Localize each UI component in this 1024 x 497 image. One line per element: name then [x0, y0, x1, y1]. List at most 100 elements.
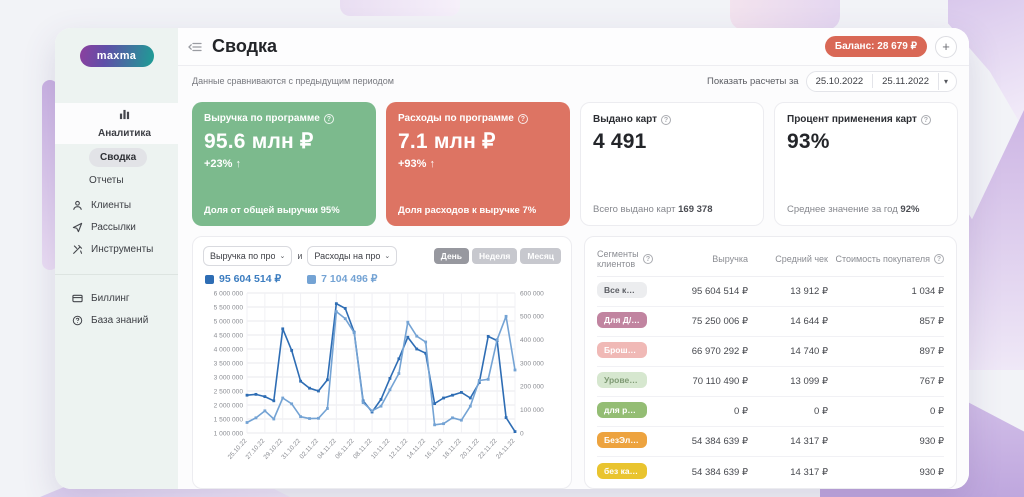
series2-select[interactable]: Расходы на про ⌄ — [307, 246, 397, 266]
date-to-field[interactable]: 25.11.2022 — [873, 72, 938, 91]
svg-text:600 000: 600 000 — [520, 290, 544, 297]
cell-customer-cost: 930 ₽ — [828, 467, 944, 478]
line-chart: 1 000 0001 500 0002 000 0002 500 0003 00… — [203, 287, 561, 485]
cell-customer-cost: 897 ₽ — [828, 346, 944, 357]
maxma-logo[interactable]: maxma — [80, 45, 154, 67]
cell-avg-check: 0 ₽ — [748, 406, 828, 417]
segment-pill[interactable]: Для Д/р - без покупок 7 дней — [597, 312, 647, 328]
cell-avg-check: 13 099 ₽ — [748, 376, 828, 387]
cell-avg-check: 14 317 ₽ — [748, 436, 828, 447]
table-body: Все клиенты95 604 514 ₽13 912 ₽1 034 ₽Дл… — [597, 277, 944, 487]
sidebar: maxma Аналитика Сводка Отчеты Клиенты — [55, 28, 178, 489]
kpi-cards: Выручка по программе? 95.6 млн ₽ +23% ↑ … — [178, 96, 969, 226]
sidebar-item-mailings[interactable]: Рассылки — [55, 216, 178, 238]
info-icon[interactable]: ? — [934, 254, 944, 264]
active-pill: Сводка — [89, 148, 147, 167]
sidebar-item-billing[interactable]: Биллинг — [55, 287, 178, 309]
info-icon[interactable]: ? — [661, 115, 671, 125]
svg-text:3 500 000: 3 500 000 — [214, 360, 244, 367]
period-week-button[interactable]: Неделя — [472, 248, 517, 264]
sidebar-item-clients[interactable]: Клиенты — [55, 194, 178, 216]
info-icon[interactable]: ? — [324, 114, 334, 124]
decor-shape — [340, 0, 460, 16]
question-circle-icon — [71, 314, 83, 326]
table-row[interactable]: для рассылки 15% возвратная 180 дней без… — [597, 397, 944, 427]
legend-expenses: 7 104 496 ₽ — [307, 273, 377, 285]
cell-revenue: 66 970 292 ₽ — [653, 346, 748, 357]
sidebar-item-reports[interactable]: Отчеты — [89, 171, 178, 190]
revenue-delta: +23% ↑ — [204, 158, 364, 170]
series1-select[interactable]: Выручка по про ⌄ — [203, 246, 292, 266]
info-icon[interactable]: ? — [921, 115, 931, 125]
cell-customer-cost: 767 ₽ — [828, 376, 944, 387]
credit-card-icon — [71, 292, 83, 304]
legend-revenue: 95 604 514 ₽ — [205, 273, 281, 285]
cell-avg-check: 14 644 ₽ — [748, 316, 828, 327]
revenue-footnote: Доля от общей выручки 95% — [204, 205, 340, 216]
period-month-button[interactable]: Месяц — [520, 248, 561, 264]
sidebar-item-knowledge-base[interactable]: База знаний — [55, 309, 178, 331]
svg-text:5 000 000: 5 000 000 — [214, 318, 244, 325]
add-button[interactable]: + — [935, 36, 957, 58]
info-icon[interactable]: ? — [518, 114, 528, 124]
sidebar-item-analytics[interactable]: Аналитика — [55, 103, 178, 144]
card-usage-value: 93% — [787, 130, 945, 154]
svg-text:4 500 000: 4 500 000 — [214, 332, 244, 339]
page-title: Сводка — [212, 36, 277, 57]
segment-pill[interactable]: для рассылки 15% возвратная 180 дней без… — [597, 402, 647, 418]
chevron-down-icon[interactable]: ▾ — [938, 73, 956, 90]
segment-pill[interactable]: БезЭлектроннойКарты — [597, 432, 647, 448]
table-header: Сегменты клиентов ? Выручка Средний чек … — [597, 245, 944, 277]
column-customer-cost: Стоимость покупателя ? — [828, 254, 944, 264]
info-icon[interactable]: ? — [643, 254, 653, 264]
date-range-picker[interactable]: 25.10.2022 25.11.2022 ▾ — [806, 71, 957, 92]
send-icon — [71, 221, 83, 233]
table-row[interactable]: Все клиенты95 604 514 ₽13 912 ₽1 034 ₽ — [597, 277, 944, 307]
cell-customer-cost: 857 ₽ — [828, 316, 944, 327]
tools-icon — [71, 243, 83, 255]
svg-text:0: 0 — [520, 430, 524, 437]
subheader: Данные сравниваются с предыдущим периодо… — [178, 66, 969, 96]
cell-revenue: 75 250 006 ₽ — [653, 316, 748, 327]
date-range-label: Показать расчеты за — [707, 76, 799, 87]
collapse-sidebar-icon[interactable] — [188, 39, 204, 55]
column-revenue: Выручка — [653, 254, 748, 264]
comparison-note: Данные сравниваются с предыдущим периодо… — [192, 76, 394, 86]
period-switcher: День Неделя Месяц — [434, 248, 561, 264]
balance-badge[interactable]: Баланс: 28 679 ₽ — [825, 36, 927, 57]
cell-avg-check: 13 912 ₽ — [748, 286, 828, 297]
joiner-text: и — [297, 251, 302, 261]
segment-pill[interactable]: Брошенная Корзина 2 — [597, 342, 647, 358]
legend-swatch — [307, 275, 316, 284]
svg-text:4 000 000: 4 000 000 — [214, 346, 244, 353]
svg-text:200 000: 200 000 — [520, 384, 544, 391]
cell-customer-cost: 930 ₽ — [828, 436, 944, 447]
segment-pill[interactable]: Уровень1 — [597, 372, 647, 388]
table-row[interactable]: Уровень170 110 490 ₽13 099 ₽767 ₽ — [597, 367, 944, 397]
segments-panel: Сегменты клиентов ? Выручка Средний чек … — [584, 236, 957, 489]
table-row[interactable]: Для Д/р - без покупок 7 дней 75 250 006 ₽… — [597, 307, 944, 337]
cell-revenue: 54 384 639 ₽ — [653, 467, 748, 478]
expenses-delta: +93% ↑ — [398, 158, 558, 170]
chart-legend: 95 604 514 ₽ 7 104 496 ₽ — [205, 273, 561, 285]
sidebar-nav: Аналитика Сводка Отчеты Клиенты Рассылки — [55, 103, 178, 260]
table-row[interactable]: без карты 54 384 639 ₽14 317 ₽930 ₽ — [597, 457, 944, 487]
card-usage-card: Процент применения карт? 93% Среднее зна… — [774, 102, 958, 226]
sidebar-item-label: Аналитика — [98, 128, 151, 139]
date-from-field[interactable]: 25.10.2022 — [807, 72, 873, 91]
cards-issued-card: Выдано карт? 4 491 Всего выдано карт 169… — [580, 102, 764, 226]
main-area: Сводка Баланс: 28 679 ₽ + Данные сравнив… — [178, 28, 969, 489]
segment-pill[interactable]: без карты — [597, 463, 647, 479]
chevron-down-icon: ⌄ — [279, 252, 285, 260]
table-row[interactable]: БезЭлектроннойКарты 54 384 639 ₽14 317 ₽9… — [597, 427, 944, 457]
sidebar-item-tools[interactable]: Инструменты — [55, 238, 178, 260]
sidebar-item-summary[interactable]: Сводка — [89, 144, 178, 171]
segment-pill[interactable]: Все клиенты — [597, 282, 647, 298]
table-row[interactable]: Брошенная Корзина 266 970 292 ₽14 740 ₽8… — [597, 337, 944, 367]
cell-avg-check: 14 317 ₽ — [748, 467, 828, 478]
svg-text:300 000: 300 000 — [520, 360, 544, 367]
expenses-value: 7.1 млн ₽ — [398, 129, 558, 154]
cell-customer-cost: 1 034 ₽ — [828, 286, 944, 297]
cell-revenue: 54 384 639 ₽ — [653, 436, 748, 447]
period-day-button[interactable]: День — [434, 248, 469, 264]
